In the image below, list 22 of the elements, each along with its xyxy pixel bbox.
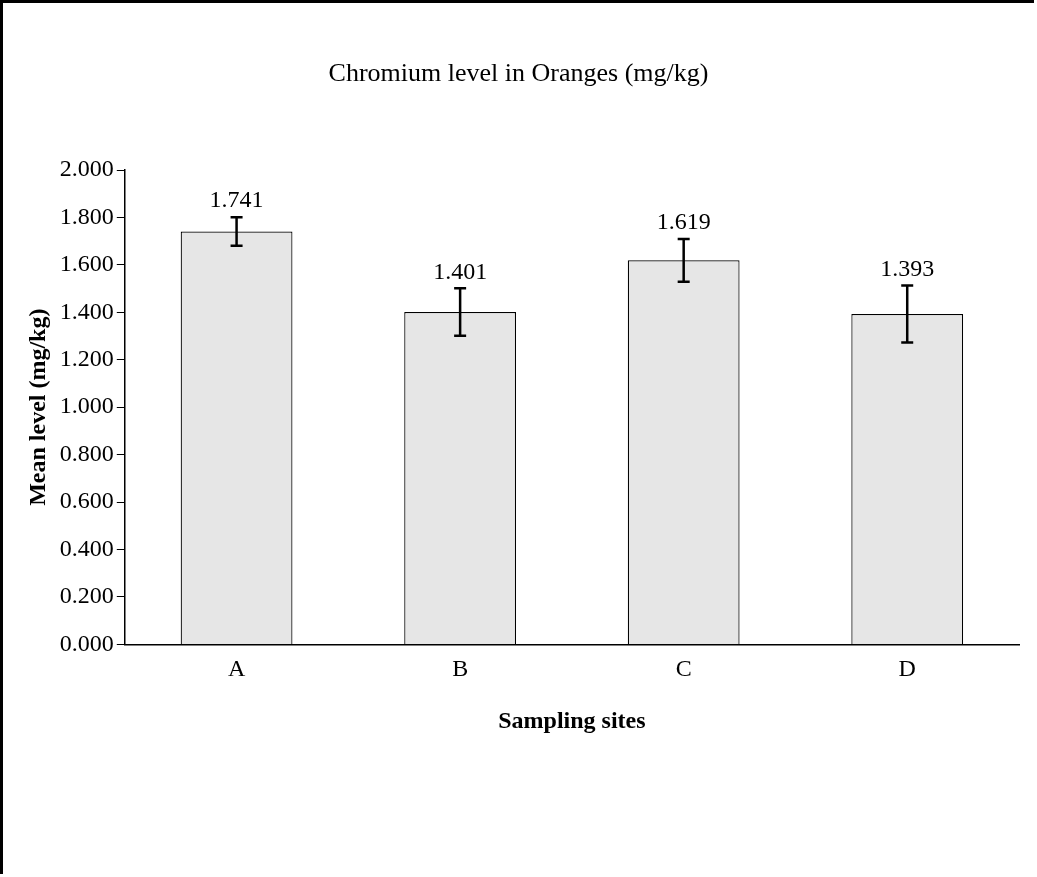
- data-label: 1.393: [880, 254, 935, 281]
- data-label: 1.401: [433, 257, 488, 284]
- y-axis-title: Mean level (mg/kg): [23, 308, 50, 506]
- y-tick-label: 1.000: [59, 392, 114, 419]
- y-tick-label: 1.600: [59, 250, 114, 277]
- data-label: 1.741: [209, 186, 264, 213]
- y-tick-label: 0.200: [59, 582, 114, 609]
- data-label: 1.619: [656, 208, 711, 235]
- y-tick-label: 1.200: [59, 345, 114, 372]
- y-tick-label: 1.400: [59, 297, 114, 324]
- chart-title: Chromium level in Oranges (mg/kg): [327, 58, 710, 88]
- y-tick-label: 2.000: [59, 155, 114, 182]
- y-tick-label: 0.600: [59, 487, 114, 514]
- x-axis-title: Sampling sites: [498, 706, 646, 733]
- x-tick-label: B: [452, 655, 469, 682]
- x-tick-label: D: [898, 655, 916, 682]
- y-tick-label: 0.800: [59, 439, 114, 466]
- x-tick-label: C: [675, 655, 692, 682]
- y-tick-label: 1.800: [59, 202, 114, 229]
- y-tick-label: 0.400: [59, 534, 114, 561]
- y-tick-label: 0.000: [59, 629, 114, 656]
- x-tick-label: A: [227, 655, 246, 682]
